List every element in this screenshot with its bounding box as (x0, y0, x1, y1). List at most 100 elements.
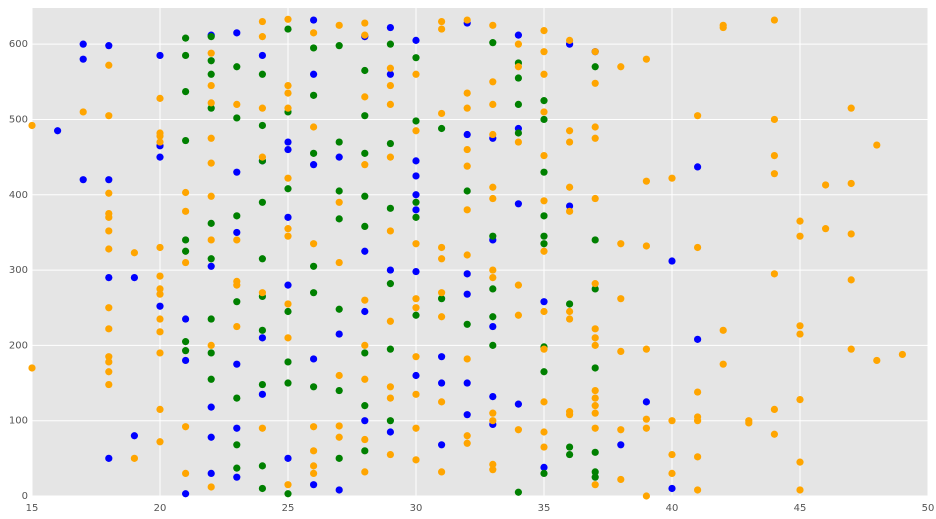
point (438, 295, 446, 303)
point (463, 251, 471, 259)
point (514, 74, 523, 82)
point (207, 134, 215, 142)
point (233, 360, 241, 368)
point (438, 17, 446, 26)
point (284, 232, 292, 240)
point (105, 304, 113, 312)
point (770, 152, 779, 160)
point (156, 438, 164, 446)
point (770, 115, 779, 124)
point (335, 21, 343, 29)
point (258, 153, 266, 161)
x-tick-label: 25 (282, 503, 295, 514)
point (540, 368, 548, 376)
point (258, 255, 266, 263)
point (258, 104, 266, 112)
point (540, 469, 548, 478)
point (770, 170, 779, 178)
point (591, 63, 599, 71)
point (310, 355, 318, 363)
point (105, 380, 113, 389)
point (591, 48, 599, 56)
point (591, 123, 599, 131)
point (207, 57, 215, 65)
point (361, 31, 369, 39)
point (591, 409, 599, 417)
point (233, 322, 241, 331)
point (412, 198, 420, 206)
point (182, 469, 190, 478)
point (105, 274, 113, 282)
point (489, 194, 497, 203)
point (335, 422, 343, 430)
point (438, 379, 446, 387)
point (514, 426, 523, 434)
point (489, 313, 497, 321)
point (310, 447, 318, 455)
point (130, 249, 138, 257)
point (182, 315, 190, 323)
point (28, 121, 36, 130)
point (566, 183, 574, 191)
point (386, 428, 394, 436)
point (591, 364, 599, 372)
point (540, 443, 548, 451)
point (770, 16, 779, 24)
point (668, 469, 676, 478)
point (284, 481, 292, 489)
point (386, 204, 394, 212)
point (335, 371, 343, 380)
point (233, 228, 241, 237)
point (386, 227, 394, 235)
point (284, 81, 292, 90)
point (540, 307, 548, 316)
point (207, 341, 215, 349)
point (79, 40, 87, 48)
point (438, 255, 446, 263)
point (54, 127, 62, 135)
x-tick-label: 30 (410, 503, 423, 514)
point (386, 345, 394, 353)
point (386, 383, 394, 391)
point (233, 441, 241, 449)
point (694, 388, 702, 396)
point (284, 15, 292, 23)
x-tick-label: 45 (794, 503, 807, 514)
point (412, 424, 420, 432)
point (489, 39, 497, 47)
point (591, 236, 599, 244)
point (284, 358, 292, 366)
point (540, 212, 548, 220)
point (258, 17, 266, 26)
point (463, 206, 471, 214)
y-tick-label: 100 (9, 416, 28, 427)
point (156, 243, 164, 252)
point (310, 161, 318, 169)
point (566, 300, 574, 308)
point (233, 236, 241, 244)
point (79, 55, 87, 63)
point (463, 89, 471, 97)
point (156, 349, 164, 357)
point (386, 64, 394, 72)
point (182, 338, 190, 346)
point (463, 439, 471, 447)
point (105, 176, 113, 184)
x-tick-label: 20 (154, 503, 167, 514)
point (412, 213, 420, 221)
point (156, 94, 164, 102)
point (668, 484, 676, 493)
point (770, 270, 779, 278)
point (156, 51, 164, 60)
point (463, 432, 471, 440)
point (207, 349, 215, 357)
point (770, 430, 779, 438)
point (233, 464, 241, 472)
point (361, 307, 369, 316)
point (156, 272, 164, 280)
point (361, 19, 369, 27)
point (386, 417, 394, 425)
point (463, 320, 471, 328)
point (591, 280, 599, 288)
